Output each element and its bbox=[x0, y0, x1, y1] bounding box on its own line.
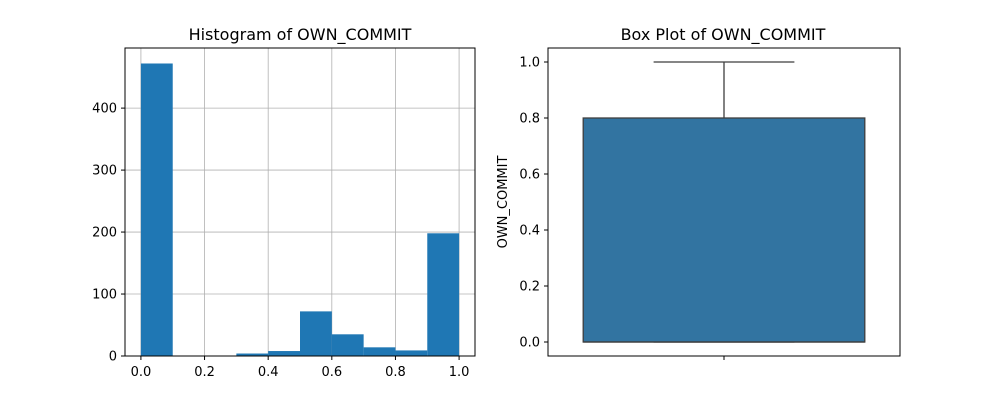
histogram-bar bbox=[140, 63, 173, 357]
boxplot-y-axis-label: OWN_COMMIT bbox=[496, 156, 511, 249]
boxplot-box bbox=[582, 117, 866, 343]
histogram-x-tick-label: 1.0 bbox=[449, 365, 470, 380]
boxplot-y-tick-label: 0.6 bbox=[519, 168, 540, 183]
histogram-bar bbox=[395, 350, 428, 356]
histogram-y-ticks: 0 100 200 300 400 bbox=[92, 102, 125, 365]
boxplot-title: Box Plot of OWN_COMMIT bbox=[621, 25, 826, 45]
boxplot-panel: Box Plot of OWN_COMMIT OWN_COMMIT 0.0 0.2… bbox=[496, 25, 901, 360]
histogram-bar bbox=[363, 347, 396, 356]
boxplot-marks bbox=[582, 61, 866, 343]
histogram-y-tick-label: 400 bbox=[92, 102, 117, 117]
histogram-bar bbox=[300, 311, 332, 356]
boxplot-y-tick-label: 0.2 bbox=[519, 280, 540, 295]
boxplot-y-tick-label: 0.8 bbox=[519, 112, 540, 127]
histogram-bar bbox=[268, 351, 300, 356]
histogram-y-tick-label: 200 bbox=[92, 226, 117, 241]
histogram-title: Histogram of OWN_COMMIT bbox=[189, 25, 412, 45]
histogram-frame bbox=[124, 47, 476, 357]
histogram-y-tick-label: 300 bbox=[92, 164, 117, 179]
histogram-y-tick-label: 100 bbox=[92, 288, 117, 303]
histogram-bars bbox=[140, 63, 460, 357]
histogram-bar bbox=[236, 353, 269, 356]
histogram-x-tick-label: 0.0 bbox=[131, 365, 152, 380]
boxplot-frame bbox=[547, 47, 901, 357]
boxplot-y-tick-label: 1.0 bbox=[519, 56, 540, 71]
histogram-x-tick-label: 0.6 bbox=[321, 365, 342, 380]
histogram-bar bbox=[427, 233, 460, 356]
histogram-x-tick-label: 0.8 bbox=[385, 365, 406, 380]
histogram-x-tick-label: 0.4 bbox=[258, 365, 279, 380]
histogram-grid bbox=[125, 48, 475, 357]
histogram-bar bbox=[331, 334, 364, 356]
histogram-x-ticks: 0.0 0.2 0.4 0.6 0.8 1.0 bbox=[131, 356, 470, 380]
histogram-panel: Histogram of OWN_COMMIT 0.0 0.2 0.4 0.6 0.8 1… bbox=[92, 25, 476, 380]
boxplot-y-ticks: 0.0 0.2 0.4 0.6 0.8 1.0 bbox=[519, 56, 548, 351]
boxplot-y-tick-label: 0.4 bbox=[519, 224, 540, 239]
boxplot-y-tick-label: 0.0 bbox=[519, 336, 540, 351]
histogram-y-tick-label: 0 bbox=[109, 350, 117, 365]
histogram-x-tick-label: 0.2 bbox=[194, 365, 215, 380]
